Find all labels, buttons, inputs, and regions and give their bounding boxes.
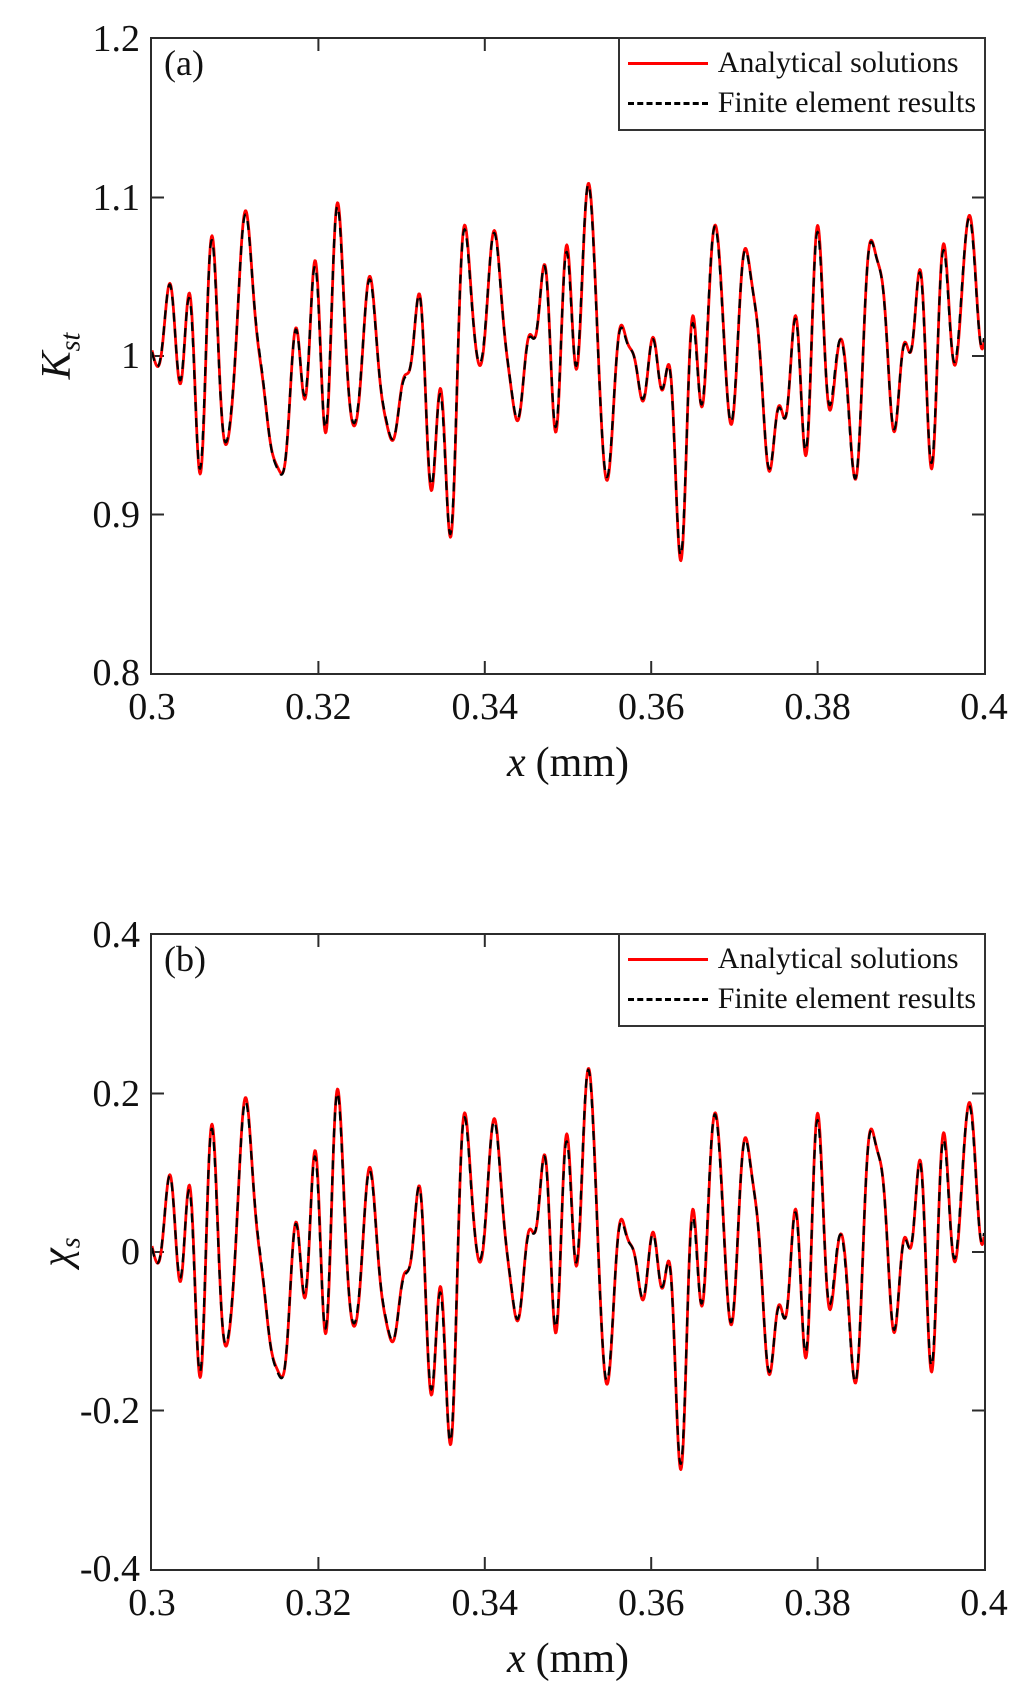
solid-red-line-icon <box>627 957 708 961</box>
y-tick-label: 0 <box>121 1231 140 1273</box>
x-tick-label: 0.34 <box>451 1582 519 1624</box>
x-tick-label: 0.36 <box>617 686 685 728</box>
legend-item: Finite element results <box>627 979 976 1019</box>
x-axis-label-unit: (mm) <box>535 1636 629 1682</box>
y-tick-label: -0.4 <box>79 1548 140 1590</box>
panel-b-tag: (b) <box>164 939 206 979</box>
legend-item: Analytical solutions <box>627 939 976 979</box>
legend-label: Finite element results <box>717 982 976 1015</box>
y-tick-label: 0.4 <box>92 914 141 956</box>
y-tick-label: 0.8 <box>92 652 141 694</box>
dashed-black-line-icon <box>627 997 708 1001</box>
x-tick-label: 0.4 <box>960 1582 1008 1624</box>
legend-item: Analytical solutions <box>627 43 976 83</box>
panel-a-tag: (a) <box>164 43 204 83</box>
finite-element-curve <box>152 183 984 557</box>
legend-label: Analytical solutions <box>717 942 959 975</box>
panel-a-chart-canvas <box>152 39 984 673</box>
x-axis-label-symbol: x <box>507 1636 526 1682</box>
panel-b-plot-box: (b) Analytical solutions Finite element … <box>34 914 1008 1682</box>
x-axis-label-symbol: x <box>507 740 526 786</box>
panel-b-legend: Analytical solutions Finite element resu… <box>617 933 986 1027</box>
x-tick-label: 0.36 <box>617 1582 685 1624</box>
y-tick-label: 0.9 <box>92 493 141 536</box>
panel-b-x-axis-label: x (mm) <box>152 1635 984 1683</box>
solid-red-line-icon <box>627 61 708 65</box>
analytical-curve <box>152 1067 984 1471</box>
panel-b-chart-canvas <box>152 935 984 1569</box>
legend-label: Analytical solutions <box>717 46 959 79</box>
y-tick-label: 0.2 <box>92 1072 141 1115</box>
x-tick-label: 0.3 <box>128 686 176 728</box>
panel-a-x-axis-label: x (mm) <box>152 739 984 787</box>
dashed-black-line-icon <box>627 101 708 105</box>
x-tick-label: 0.4 <box>960 686 1008 728</box>
legend-label: Finite element results <box>717 86 976 119</box>
panel-a-plot-box: (a) Analytical solutions Finite element … <box>34 18 1008 786</box>
x-tick-label: 0.34 <box>451 686 519 728</box>
x-tick-label: 0.3 <box>128 1582 176 1624</box>
finite-element-curve <box>152 1068 984 1465</box>
panel-a-legend: Analytical solutions Finite element resu… <box>617 37 986 131</box>
analytical-curve <box>152 181 984 563</box>
y-tick-label: 1.2 <box>92 18 141 60</box>
x-tick-label: 0.38 <box>784 1582 851 1624</box>
legend-item: Finite element results <box>627 83 976 123</box>
x-tick-label: 0.32 <box>285 686 352 728</box>
y-tick-label: 1 <box>121 335 140 377</box>
x-tick-label: 0.38 <box>784 686 851 728</box>
y-tick-label: -0.2 <box>79 1389 140 1432</box>
y-tick-label: 1.1 <box>92 176 141 219</box>
x-tick-label: 0.32 <box>285 1582 352 1624</box>
x-axis-label-unit: (mm) <box>535 740 629 786</box>
